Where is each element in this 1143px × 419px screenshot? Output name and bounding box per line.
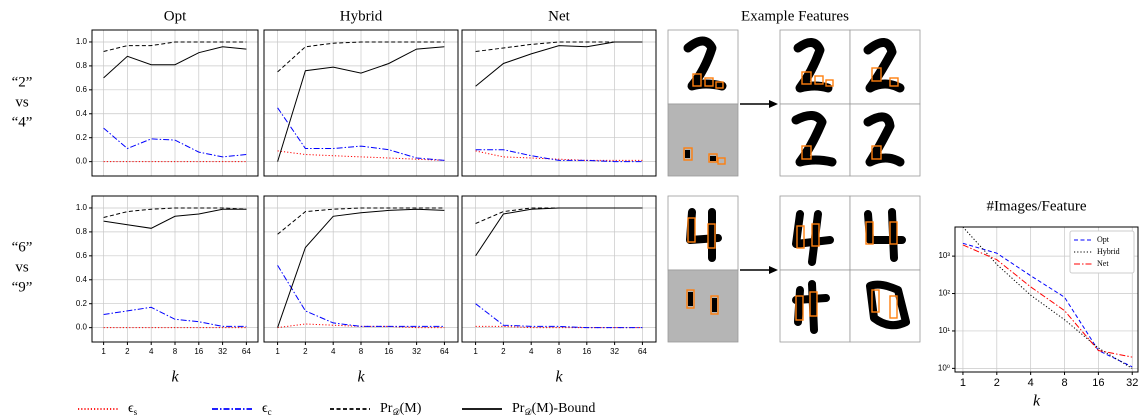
row-label: “4”	[12, 114, 33, 130]
x-tick-label: 16	[582, 347, 591, 356]
example-images-top	[668, 30, 920, 176]
x-tick-label: 8	[1061, 377, 1067, 389]
x-tick-label: 16	[384, 347, 393, 356]
y-tick-label: 0.6	[76, 251, 88, 260]
y-tick-label: 1.0	[76, 203, 88, 212]
x-tick-label: 2	[125, 347, 130, 356]
x-tick-label: 32	[610, 347, 619, 356]
y-tick-label: 0.8	[76, 227, 88, 236]
row-label: vs	[15, 94, 29, 110]
legend-label: Pr𝒟(M)	[380, 401, 422, 417]
y-tick-label: 10¹	[938, 326, 950, 335]
x-tick-label: 4	[331, 347, 336, 356]
x-axis-label: k	[1033, 393, 1041, 410]
x-tick-label: 32	[412, 347, 421, 356]
x-tick-label: 32	[218, 347, 227, 356]
x-tick-label: 1	[960, 377, 966, 389]
legend-label: ϵs	[128, 401, 138, 417]
row-label: “2”	[12, 74, 33, 90]
legend-label: Net	[1097, 259, 1109, 268]
y-tick-label: 0.4	[76, 109, 88, 118]
x-axis-label: k	[171, 369, 179, 386]
row-label: “6”	[12, 239, 33, 255]
y-tick-label: 0.6	[76, 85, 88, 94]
y-tick-label: 0.2	[76, 299, 88, 308]
x-tick-label: 4	[1028, 377, 1034, 389]
y-tick-label: 0.4	[76, 275, 88, 284]
x-tick-label: 16	[194, 347, 203, 356]
x-tick-label: 8	[173, 347, 178, 356]
x-tick-label: 4	[529, 347, 534, 356]
x-tick-label: 1	[473, 347, 478, 356]
x-tick-label: 16	[1092, 377, 1104, 389]
chart-title: Hybrid	[340, 8, 383, 24]
legend-label: Hybrid	[1097, 247, 1120, 256]
y-tick-label: 0.0	[76, 323, 88, 332]
chart-title: #Images/Feature	[987, 198, 1087, 214]
example-images-bottom	[668, 196, 920, 342]
arrows	[740, 100, 778, 274]
legend-label: Opt	[1097, 235, 1110, 244]
x-tick-label: 64	[242, 347, 251, 356]
x-tick-label: 1	[101, 347, 106, 356]
y-tick-label: 10⁰	[938, 363, 950, 372]
x-axis-label: k	[555, 369, 563, 386]
x-tick-label: 64	[440, 347, 449, 356]
y-tick-label: 0.0	[76, 157, 88, 166]
example-features-title: Example Features	[741, 8, 849, 24]
y-tick-label: 1.0	[76, 37, 88, 46]
y-tick-label: 0.8	[76, 61, 88, 70]
y-tick-label: 10³	[938, 251, 950, 260]
row-label: vs	[15, 259, 29, 275]
x-axis-label: k	[357, 369, 365, 386]
x-tick-label: 1	[275, 347, 280, 356]
chart-title: Net	[548, 8, 570, 24]
y-tick-label: 10²	[938, 289, 950, 298]
figure: Example Features	[0, 0, 1143, 419]
row-label: “9”	[12, 279, 33, 295]
x-tick-label: 8	[557, 347, 562, 356]
x-tick-label: 2	[994, 377, 1000, 389]
legend-label: ϵc	[262, 401, 272, 417]
x-tick-label: 64	[638, 347, 647, 356]
legend-label: Pr𝒟(M)-Bound	[512, 401, 595, 417]
x-tick-label: 8	[359, 347, 364, 356]
x-tick-label: 2	[501, 347, 506, 356]
chart-title: Opt	[164, 8, 187, 24]
x-tick-label: 4	[149, 347, 154, 356]
x-tick-label: 32	[1126, 377, 1138, 389]
y-tick-label: 0.2	[76, 133, 88, 142]
x-tick-label: 2	[303, 347, 308, 356]
